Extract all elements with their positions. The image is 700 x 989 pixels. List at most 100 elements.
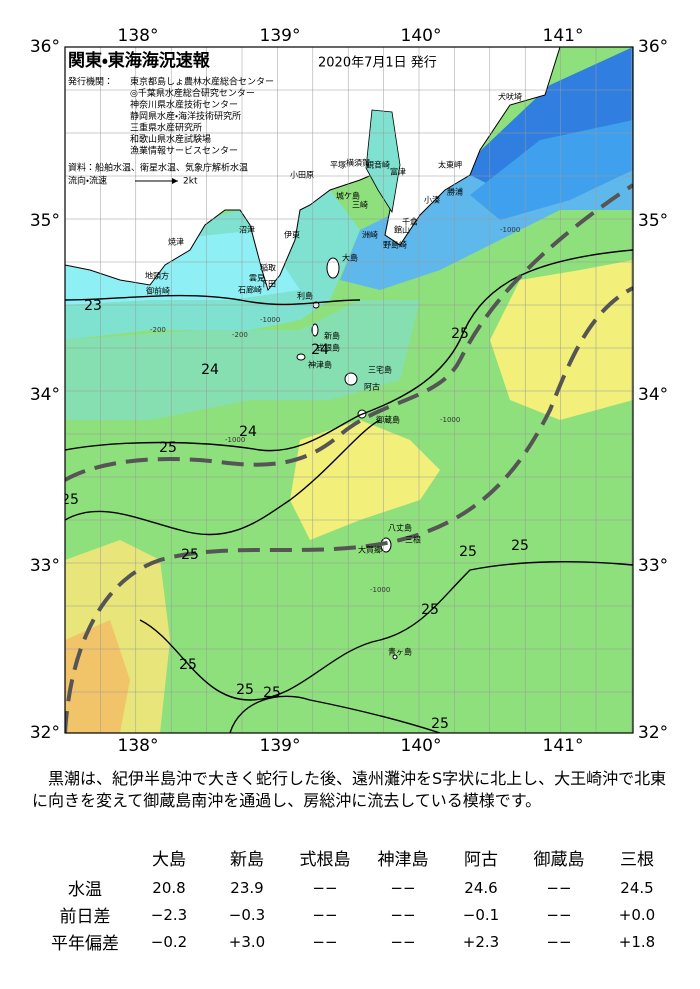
publisher: 漁業情報サービスセンター — [130, 145, 238, 157]
place-name: 野島崎 — [383, 240, 407, 250]
depth-label: -1000 — [225, 436, 245, 444]
publishers: 東京都島しょ農林水産総合センター◎千葉県水産総合研究センター神奈川県水産技術セン… — [130, 76, 274, 157]
cell: 23.9 — [230, 878, 264, 897]
lon-label-bottom: 140° — [401, 736, 442, 756]
lat-label-left: 35° — [30, 211, 60, 231]
publisher: 三重県水産研究所 — [130, 122, 202, 134]
isotherm-label: 25 — [181, 547, 199, 563]
isotherm-label: 25 — [451, 326, 469, 342]
isotherm-label: 25 — [421, 602, 439, 618]
place-name: 横須賀 — [346, 158, 370, 168]
lat-label-left: 33° — [30, 556, 60, 576]
kuroshio-inner — [65, 183, 633, 482]
tokyo-bay — [365, 109, 401, 214]
row-header: 平年偏差 — [51, 934, 119, 954]
isotherm-label: 25 — [179, 657, 197, 673]
cell: 24.5 — [620, 878, 654, 897]
column-header: 式根島 — [299, 850, 351, 870]
place-name: 伊東 — [284, 230, 300, 240]
table-row: 前日差 −2.3 −0.3 −− −− −0.1 −− +0.0 — [40, 901, 676, 928]
depth-label: -1000 — [260, 316, 280, 324]
cell: −− — [546, 932, 572, 951]
column-header: 御蔵島 — [533, 850, 585, 870]
lat-label-right: 32° — [638, 723, 668, 743]
place-name: 三根 — [405, 535, 421, 545]
cell: −0.3 — [228, 905, 266, 924]
place-name: 石廊崎 — [238, 285, 262, 295]
issue-date: 2020年7月1日 発行 — [318, 56, 437, 71]
cell: −2.3 — [150, 905, 188, 924]
isotherm — [229, 695, 441, 733]
place-name: 城ケ島 — [336, 191, 360, 201]
place-name: 沼津 — [239, 225, 255, 235]
corner — [40, 845, 130, 874]
sea-mid-blue — [470, 120, 633, 220]
row-header: 前日差 — [59, 907, 111, 927]
publisher: 静岡県水産・海洋技術研究所 — [130, 110, 241, 122]
island — [344, 372, 358, 386]
lon-label-bottom: 141° — [543, 736, 584, 756]
cell: −− — [390, 932, 416, 951]
place-name: 下田 — [260, 280, 276, 289]
cell: −− — [312, 932, 338, 951]
isotherm-label: 24 — [201, 362, 219, 378]
column-header: 神津島 — [377, 850, 429, 870]
legend-label: 流向・流速 — [68, 175, 107, 187]
row-header: 水温 — [68, 880, 102, 900]
isotherm-label: 25 — [61, 492, 79, 508]
place-name: 大島 — [342, 253, 358, 263]
axes: 138° 138° 139° 139° 140° 140° 141° 141° 36° 36° 35… — [30, 26, 668, 756]
cell: −− — [390, 878, 416, 897]
cell: −− — [312, 905, 338, 924]
place-name: 地頭方 — [145, 271, 169, 281]
place-name: 三崎 — [352, 200, 368, 210]
place-name: 雲見 — [249, 274, 265, 283]
sea-orange — [65, 620, 130, 733]
header-box: 関東・東海海況速報 2020年7月1日 発行 発行機関： 東京都島しょ農林水産総… — [68, 50, 437, 187]
cell: −0.1 — [462, 905, 500, 924]
place-name: 大賀郷 — [358, 545, 382, 555]
cell: −− — [390, 905, 416, 924]
cell: −0.2 — [150, 932, 188, 951]
lat-label-right: 34° — [638, 385, 668, 405]
depth-label: -200 — [232, 331, 248, 339]
place-name: 八丈島 — [388, 523, 412, 533]
depth-label: -1000 — [370, 586, 390, 594]
place-name: 勝浦 — [447, 187, 463, 197]
kuroshio-outer — [65, 286, 633, 733]
cell: −− — [312, 878, 338, 897]
lon-label-bottom: 139° — [260, 736, 301, 756]
place-name: 阿古 — [364, 382, 380, 392]
sea-dark-blue — [460, 47, 633, 195]
isotherm — [65, 419, 381, 536]
observation-table: 大島 新島 式根島 神津島 阿古 御蔵島 三根 水温 20.8 23.9 −− −− 24.6 −− 24… — [40, 845, 676, 955]
description: 黒潮は、紀伊半島沖で大きく蛇行した後、遠州灘沖をS字状に北上し、大王崎沖で北東に… — [32, 769, 667, 810]
isotherm-label: 25 — [459, 544, 477, 560]
place-name: 御蔵島 — [376, 415, 400, 425]
lon-label-top: 141° — [543, 26, 584, 46]
place-name: 神津島 — [308, 360, 332, 370]
isotherm-label: 24 — [311, 342, 329, 358]
isotherm — [65, 249, 633, 452]
place-name: 三宅島 — [368, 365, 392, 375]
publisher: ◎千葉県水産総合研究センター — [130, 87, 255, 99]
column-header: 三根 — [620, 850, 654, 870]
place-name: 富津 — [390, 167, 406, 177]
isotherm — [65, 294, 361, 306]
sea-teal — [65, 300, 420, 420]
place-name: 千倉 — [402, 217, 418, 227]
depth-label: -1000 — [500, 226, 520, 234]
lat-label-left: 34° — [30, 385, 60, 405]
publisher-label: 発行機関： — [68, 76, 113, 88]
land — [65, 47, 561, 292]
cell: −− — [546, 878, 572, 897]
island — [296, 353, 306, 361]
sea-yellow-east — [490, 260, 633, 420]
isotherm-label: 24 — [239, 424, 257, 440]
column-header: 新島 — [230, 850, 264, 870]
map-frame — [64, 46, 634, 734]
